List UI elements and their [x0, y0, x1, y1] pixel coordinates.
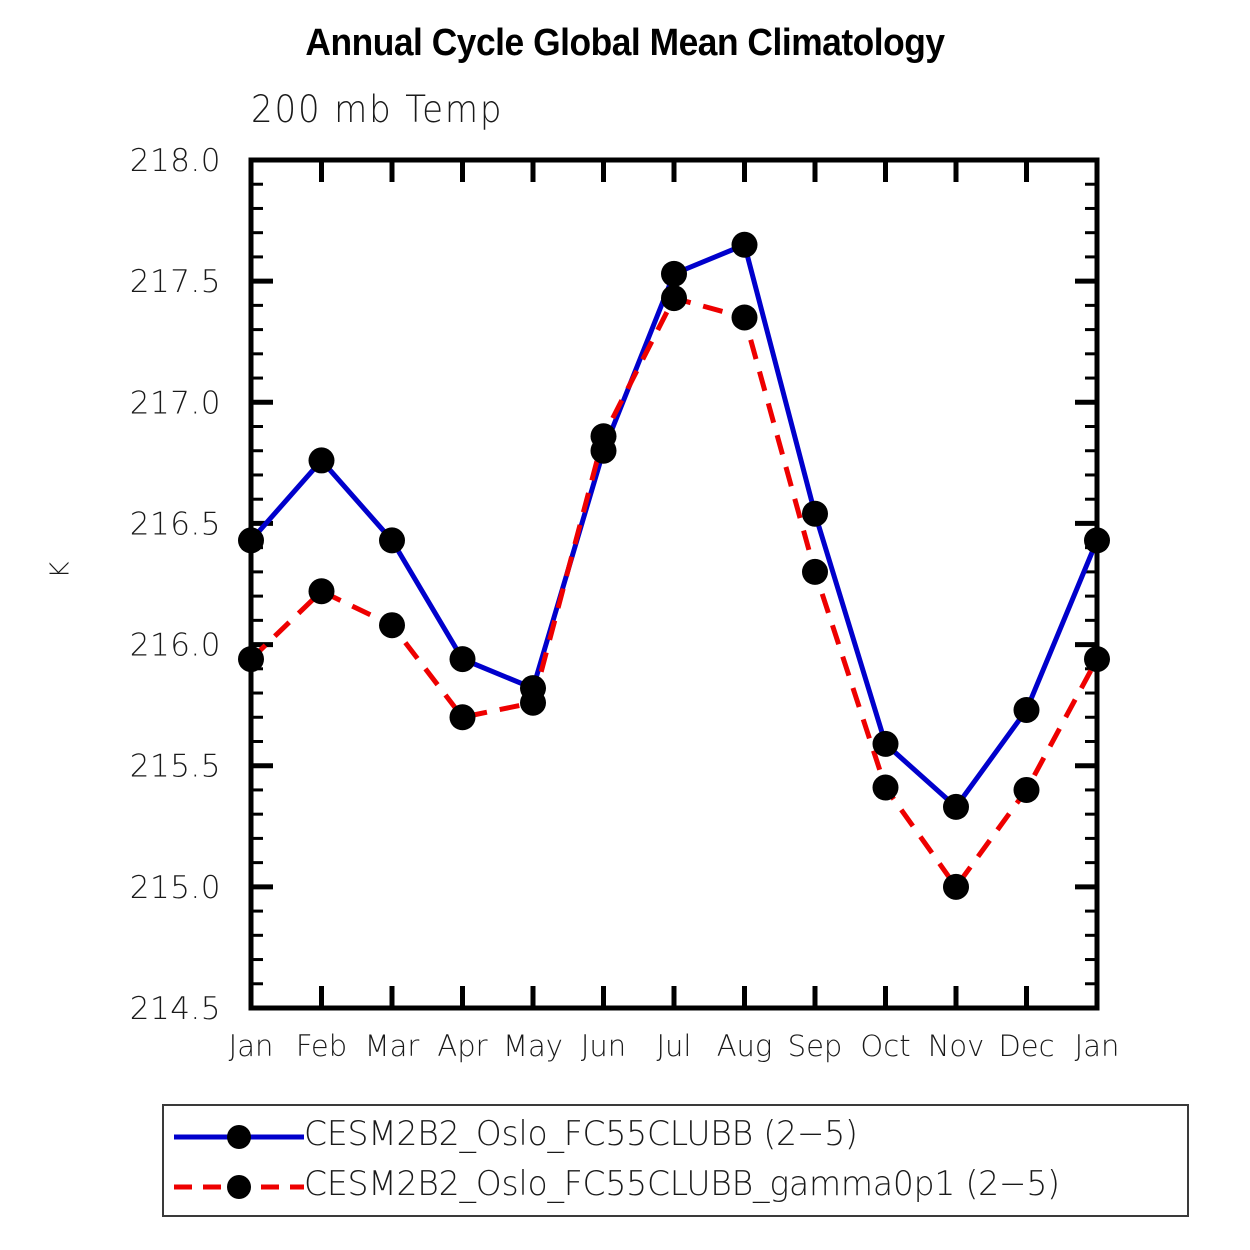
- svg-text:215.5: 215.5: [130, 749, 221, 785]
- legend-label-series-0: CESM2B2_Oslo_FC55CLUBB (2−5): [304, 1114, 858, 1154]
- svg-text:Jun: Jun: [581, 1029, 626, 1063]
- x-axis-ticks: [248, 160, 1100, 1008]
- svg-text:Oct: Oct: [860, 1029, 910, 1063]
- svg-text:218.0: 218.0: [130, 143, 221, 179]
- svg-text:Jan: Jan: [1075, 1029, 1120, 1063]
- svg-text:Dec: Dec: [998, 1029, 1054, 1063]
- svg-text:215.0: 215.0: [130, 870, 221, 906]
- legend-swatch-series-1: [174, 1175, 304, 1199]
- svg-text:Sep: Sep: [788, 1029, 843, 1063]
- svg-text:217.0: 217.0: [130, 385, 221, 421]
- svg-text:Jul: Jul: [657, 1029, 692, 1063]
- svg-text:Nov: Nov: [928, 1029, 985, 1063]
- data-series-lines: [249, 241, 1100, 892]
- y-axis-tick-labels: 218.0 217.5 217.0 216.5 216.0 215.5 215.0 214.5: [130, 143, 221, 1027]
- legend-item: CESM2B2_Oslo_FC55CLUBB_gamma0p1 (2−5): [164, 1162, 1187, 1212]
- chart-legend: CESM2B2_Oslo_FC55CLUBB (2−5) CESM2B2_Osl…: [162, 1104, 1189, 1217]
- y-axis-ticks: [251, 157, 1097, 1011]
- svg-text:Jan: Jan: [229, 1029, 274, 1063]
- chart-subtitle: 200 mb Temp: [251, 88, 504, 131]
- data-series-markers: [238, 231, 1110, 900]
- plot-area: 218.0 217.5 217.0 216.5 216.0 215.5 215.0 214.5…: [130, 143, 1120, 1063]
- svg-text:217.5: 217.5: [130, 264, 221, 300]
- legend-item: CESM2B2_Oslo_FC55CLUBB (2−5): [164, 1112, 1187, 1162]
- svg-text:May: May: [503, 1029, 563, 1063]
- svg-text:Aug: Aug: [717, 1029, 773, 1063]
- legend-swatch-series-0: [174, 1125, 304, 1149]
- x-axis-tick-labels: Jan Feb Mar Apr May Jun Jul Aug Sep Oct Nov Dec Jan: [229, 1029, 1120, 1063]
- svg-text:216.5: 216.5: [130, 506, 221, 542]
- svg-text:Apr: Apr: [437, 1029, 487, 1063]
- page-title: Annual Cycle Global Mean Climatology: [305, 22, 945, 64]
- legend-label-series-1: CESM2B2_Oslo_FC55CLUBB_gamma0p1 (2−5): [304, 1164, 1060, 1204]
- svg-text:214.5: 214.5: [130, 991, 221, 1027]
- svg-text:Feb: Feb: [296, 1029, 347, 1063]
- svg-text:216.0: 216.0: [130, 628, 221, 664]
- svg-text:Mar: Mar: [365, 1029, 420, 1063]
